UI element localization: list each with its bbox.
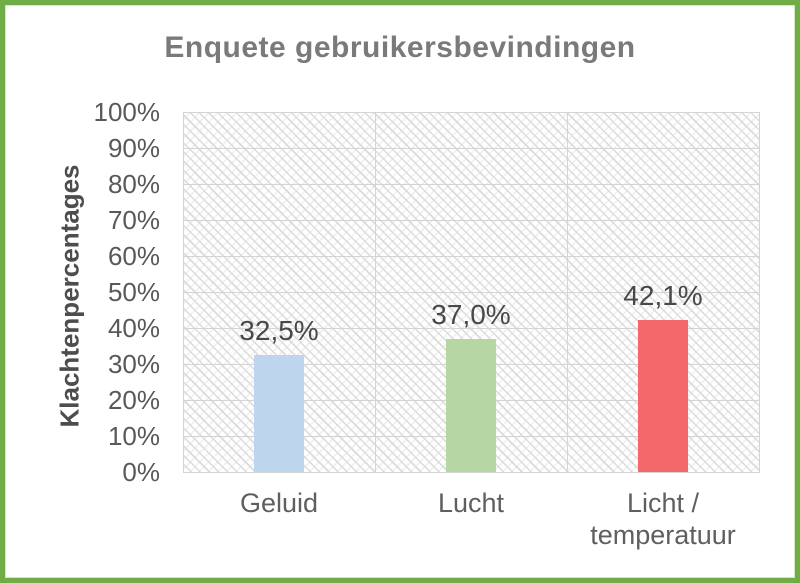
category-label-lucht: Lucht	[437, 488, 505, 518]
y-tick-70: 70%	[107, 205, 160, 235]
chart-title: Enquete gebruikersbevindingen	[164, 31, 636, 64]
y-tick-10: 10%	[107, 421, 160, 451]
y-tick-20: 20%	[107, 385, 160, 415]
plot-area: 32,5% 37,0% 42,1%	[183, 112, 760, 473]
category-label-licht-temperatuur: Licht / temperatuur	[590, 488, 736, 551]
value-label-licht-temperatuur: 42,1%	[623, 280, 703, 312]
bar-geluid	[254, 355, 304, 472]
y-tick-50: 50%	[107, 277, 160, 307]
y-tick-30: 30%	[107, 349, 160, 379]
value-label-lucht: 37,0%	[431, 299, 511, 331]
y-tick-80: 80%	[107, 169, 160, 199]
bar-licht-temperatuur	[638, 320, 688, 472]
y-tick-90: 90%	[107, 133, 160, 163]
bar-lucht	[446, 339, 496, 472]
y-tick-100: 100%	[93, 97, 161, 127]
value-label-geluid: 32,5%	[239, 315, 319, 347]
y-tick-40: 40%	[107, 313, 160, 343]
y-tick-0: 0%	[122, 457, 160, 487]
chart-canvas: Enquete gebruikersbevindingen Klachtenpe…	[5, 5, 795, 578]
y-tick-60: 60%	[107, 241, 160, 271]
category-label-geluid: Geluid	[239, 488, 319, 518]
